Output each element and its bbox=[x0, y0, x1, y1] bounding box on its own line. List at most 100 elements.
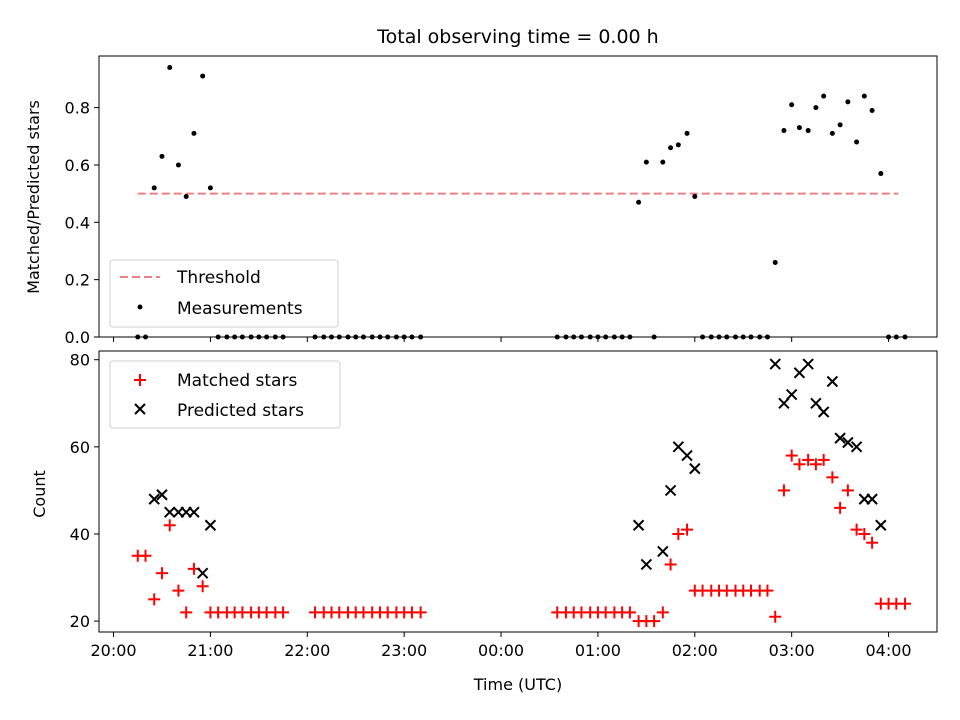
measurement-point bbox=[732, 334, 738, 340]
measurement-point bbox=[135, 334, 141, 340]
matched-point bbox=[817, 453, 830, 466]
measurement-point bbox=[345, 334, 351, 340]
measurement-point bbox=[175, 162, 181, 168]
measurement-point bbox=[369, 334, 375, 340]
predicted-point bbox=[866, 493, 878, 505]
predicted-point bbox=[164, 506, 176, 518]
top-plot-frame bbox=[98, 55, 938, 338]
predicted-point bbox=[826, 375, 839, 388]
bottom-plot-frame bbox=[98, 350, 938, 633]
predicted-point bbox=[188, 506, 200, 518]
measurement-point bbox=[595, 334, 601, 340]
measurement-point bbox=[312, 334, 318, 340]
matched-point bbox=[139, 549, 152, 562]
measurement-point bbox=[796, 125, 802, 131]
bottom-axes: 20:00 21:00 22:00 23:00 00:00 01:00 02:00 03:00… bbox=[30, 350, 938, 694]
measurement-point bbox=[886, 334, 892, 340]
measurement-point bbox=[813, 105, 819, 111]
measurement-point bbox=[280, 334, 286, 340]
matched-point bbox=[809, 458, 822, 471]
y-tick-label: 0.8 bbox=[65, 99, 90, 118]
y-tick-label: 0.4 bbox=[65, 213, 90, 232]
measurement-point bbox=[215, 334, 221, 340]
matched-point bbox=[648, 615, 661, 628]
bottom-x-ticks: 20:00 21:00 22:00 23:00 00:00 01:00 02:00 03:00… bbox=[90, 632, 912, 660]
x-tick-label: 03:00 bbox=[769, 641, 815, 660]
measurement-point bbox=[651, 334, 657, 340]
top-axes: Total observing time = 0.00 h 0.00.20.40… bbox=[24, 26, 938, 347]
measurement-point bbox=[805, 128, 811, 134]
measurement-point bbox=[869, 107, 875, 113]
chart-title: Total observing time = 0.00 h bbox=[376, 26, 658, 48]
measurement-point bbox=[571, 334, 577, 340]
predicted-point bbox=[681, 449, 693, 462]
measurement-point bbox=[578, 334, 584, 340]
matched-point bbox=[866, 536, 879, 549]
measurement-point bbox=[159, 153, 165, 159]
predicted-point bbox=[802, 358, 814, 370]
measurement-point bbox=[627, 334, 633, 340]
measurement-point bbox=[845, 99, 851, 105]
matched-point bbox=[681, 523, 694, 536]
measurement-point bbox=[740, 334, 746, 340]
predicted-point bbox=[842, 436, 854, 449]
measurement-point bbox=[684, 130, 690, 136]
predicted-point bbox=[689, 462, 701, 475]
measurement-point bbox=[837, 122, 843, 128]
measurement-point bbox=[668, 145, 674, 151]
matched-point bbox=[761, 584, 774, 597]
measurement-point bbox=[821, 93, 827, 99]
matched-point bbox=[858, 527, 871, 540]
x-tick-label: 20:00 bbox=[90, 641, 136, 660]
predicted-point bbox=[850, 441, 863, 453]
measurement-point bbox=[151, 185, 157, 191]
top-x-ticks bbox=[113, 337, 890, 342]
measurement-point bbox=[377, 334, 383, 340]
x-tick-label: 22:00 bbox=[284, 641, 330, 660]
predicted-point bbox=[640, 558, 653, 571]
measurement-point bbox=[854, 139, 860, 145]
predicted-point bbox=[672, 441, 685, 453]
measurement-point bbox=[789, 102, 795, 108]
top-legend: Threshold Measurements bbox=[109, 259, 339, 328]
predicted-point bbox=[657, 545, 669, 558]
y-tick-label: 80 bbox=[70, 351, 90, 370]
matched-point bbox=[277, 606, 290, 619]
y-tick-label: 40 bbox=[70, 525, 90, 544]
measurement-point bbox=[757, 334, 763, 340]
x-tick-label: 04:00 bbox=[866, 641, 912, 660]
y-tick-label: 0.2 bbox=[65, 271, 90, 290]
predicted-point bbox=[196, 567, 209, 579]
measurement-point bbox=[611, 334, 617, 340]
bottom-y-label: Count bbox=[30, 470, 49, 518]
bottom-legend: Matched stars Predicted stars bbox=[109, 360, 341, 429]
x-tick-label: 21:00 bbox=[187, 641, 233, 660]
y-tick-label: 20 bbox=[70, 612, 90, 631]
measurement-point bbox=[207, 185, 213, 191]
legend-measurements-swatch bbox=[137, 304, 143, 310]
legend-threshold-label: Threshold bbox=[176, 268, 261, 288]
measurement-point bbox=[143, 334, 149, 340]
measurement-point bbox=[772, 259, 778, 265]
matched-point bbox=[793, 458, 806, 471]
matched-point bbox=[672, 527, 685, 540]
predicted-point bbox=[148, 493, 160, 505]
predicted-point bbox=[875, 519, 887, 531]
bottom-legend-box bbox=[109, 360, 341, 429]
matched-point bbox=[899, 597, 912, 610]
measurement-point bbox=[700, 334, 706, 340]
measurement-point bbox=[167, 64, 173, 70]
measurement-point bbox=[660, 159, 666, 165]
matched-point bbox=[841, 484, 854, 497]
measurement-point bbox=[393, 334, 399, 340]
measurement-point bbox=[692, 194, 698, 199]
matched-point bbox=[769, 610, 782, 623]
predicted-point bbox=[769, 358, 781, 370]
matched-point bbox=[785, 449, 798, 462]
predicted-point bbox=[785, 388, 798, 401]
measurement-point bbox=[878, 171, 884, 177]
measurement-point bbox=[781, 128, 787, 134]
matched-point bbox=[777, 484, 790, 497]
measurement-point bbox=[353, 334, 359, 340]
